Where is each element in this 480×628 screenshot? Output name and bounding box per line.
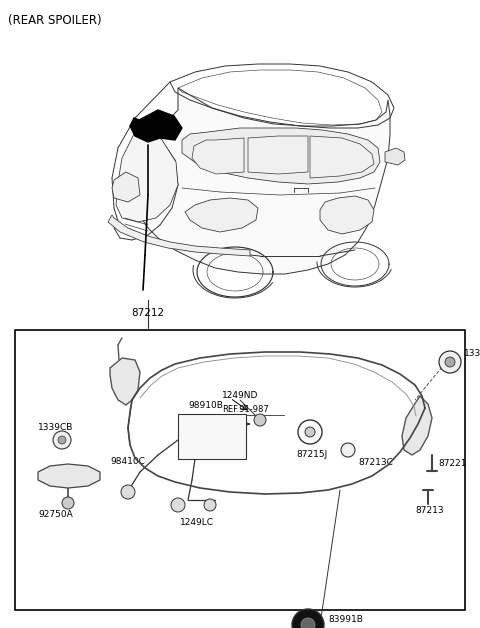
Circle shape <box>254 414 266 426</box>
Text: 98410C: 98410C <box>110 458 145 467</box>
Circle shape <box>62 497 74 509</box>
Text: (REAR SPOILER): (REAR SPOILER) <box>8 14 102 27</box>
Polygon shape <box>108 215 250 256</box>
Polygon shape <box>116 120 178 222</box>
Text: 87215J: 87215J <box>296 450 328 459</box>
Polygon shape <box>130 110 182 142</box>
Circle shape <box>439 351 461 373</box>
Polygon shape <box>110 358 140 405</box>
Text: 87221: 87221 <box>438 458 467 467</box>
Text: 83991B: 83991B <box>328 615 363 624</box>
Bar <box>15 330 465 610</box>
Polygon shape <box>320 196 374 234</box>
Text: REF.91-987: REF.91-987 <box>222 406 269 414</box>
Polygon shape <box>38 464 100 488</box>
Text: 92750A: 92750A <box>38 510 73 519</box>
Polygon shape <box>192 138 244 174</box>
Circle shape <box>121 485 135 499</box>
Circle shape <box>445 357 455 367</box>
Text: 87212: 87212 <box>132 308 165 318</box>
Polygon shape <box>310 136 374 178</box>
Text: H0160R: H0160R <box>180 440 216 448</box>
Text: 98910B: 98910B <box>188 401 223 410</box>
Polygon shape <box>138 88 390 274</box>
Circle shape <box>53 431 71 449</box>
Circle shape <box>341 443 355 457</box>
Text: 1339CC: 1339CC <box>464 350 480 359</box>
Polygon shape <box>185 198 258 232</box>
Circle shape <box>301 618 315 628</box>
Bar <box>178 414 246 459</box>
Circle shape <box>204 499 216 511</box>
Text: 87213: 87213 <box>416 506 444 515</box>
Polygon shape <box>402 396 432 455</box>
Polygon shape <box>248 136 308 174</box>
Circle shape <box>305 427 315 437</box>
Text: 98886: 98886 <box>200 423 229 433</box>
Circle shape <box>171 498 185 512</box>
Circle shape <box>298 420 322 444</box>
Circle shape <box>292 609 324 628</box>
Text: 87213C: 87213C <box>358 458 393 467</box>
Text: 1249LC: 1249LC <box>180 518 214 527</box>
Circle shape <box>58 436 66 444</box>
Text: 1249ND: 1249ND <box>222 391 258 399</box>
Polygon shape <box>112 172 140 202</box>
Polygon shape <box>385 148 405 165</box>
Polygon shape <box>182 128 380 184</box>
Text: 1339CB: 1339CB <box>38 423 73 433</box>
